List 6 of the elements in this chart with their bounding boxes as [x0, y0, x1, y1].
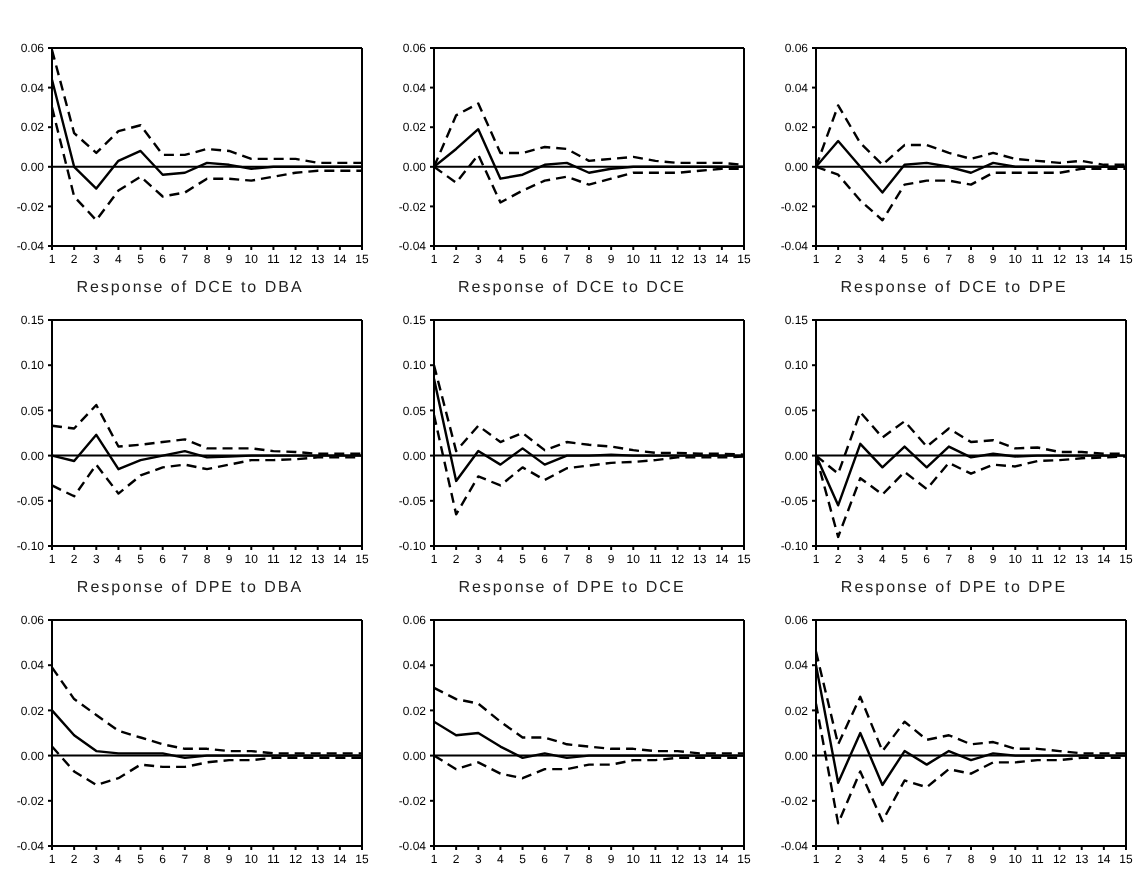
chart-title: Response of DCE to DCE — [457, 278, 687, 300]
chart-title: Response of DPE to DCE — [458, 578, 686, 600]
chart-title: Response of DCE to DPE — [840, 278, 1068, 300]
chart-title: Response of DPE to DBA — [76, 578, 304, 600]
chart-title: Response of DCE to DBA — [76, 278, 304, 300]
chart-title: Response of DPE to DPE — [840, 578, 1068, 600]
